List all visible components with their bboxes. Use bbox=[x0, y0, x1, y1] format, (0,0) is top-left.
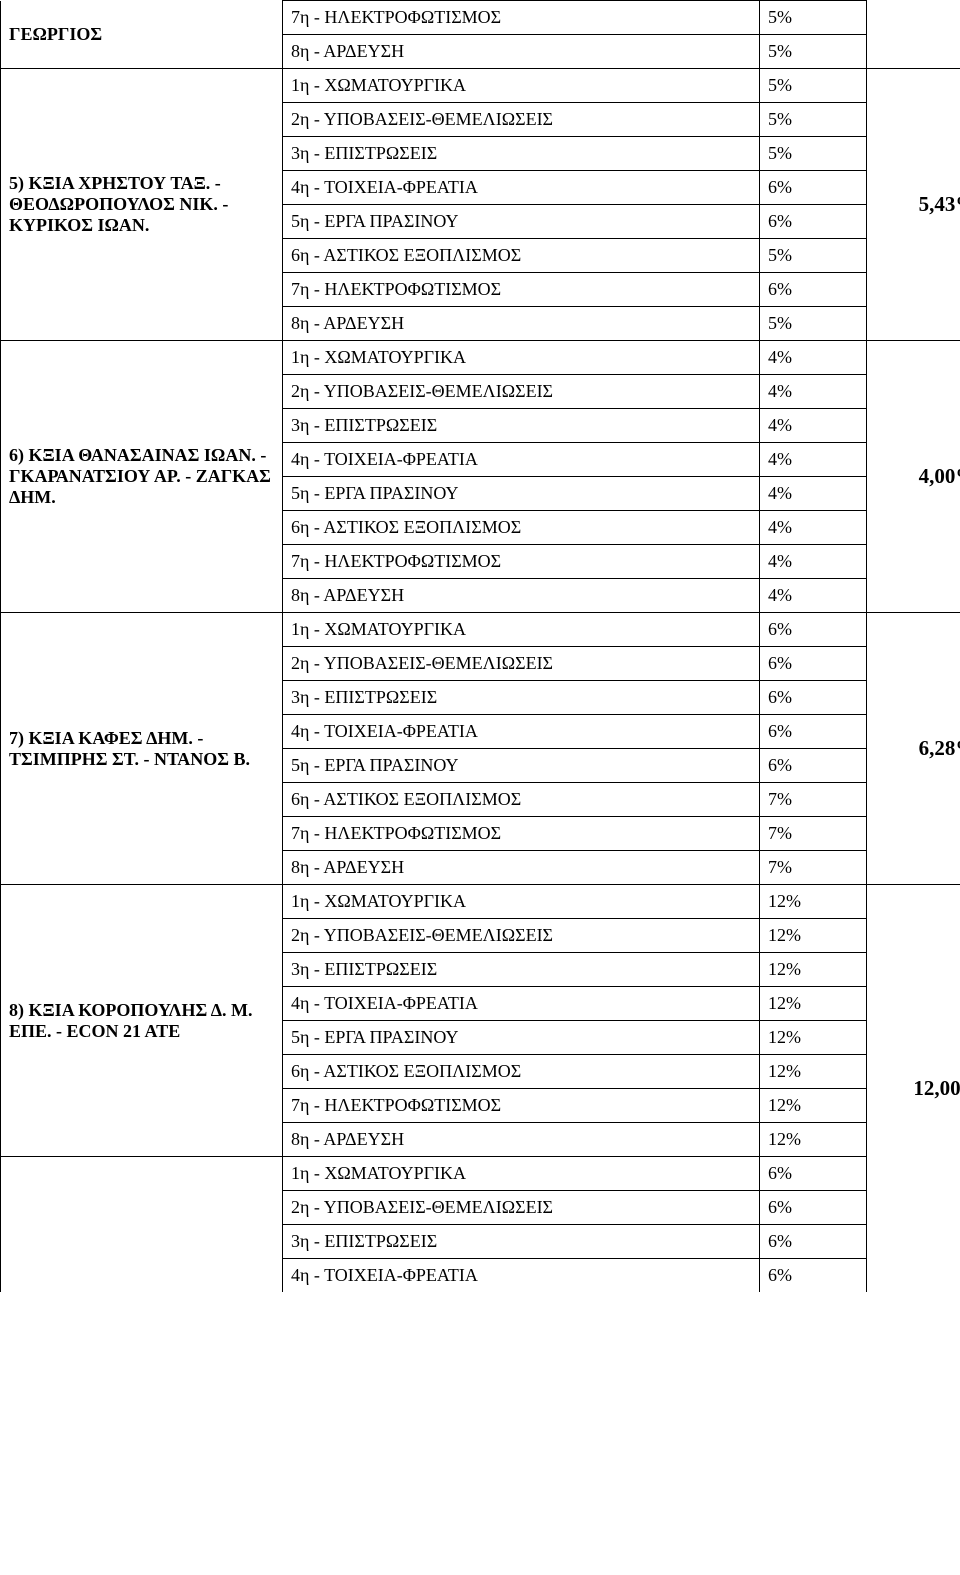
category-label: 8η - ΑΡΔΕΥΣΗ bbox=[283, 307, 760, 341]
category-label: 7η - ΗΛΕΚΤΡΟΦΩΤΙΣΜΟΣ bbox=[283, 273, 760, 307]
table-row: 7) ΚΞΙΑ ΚΑΦΕΣ ΔΗΜ. - ΤΣΙΜΠΡΗΣ ΣΤ. - ΝΤΑΝ… bbox=[1, 613, 960, 647]
pct-value: 5% bbox=[760, 35, 867, 69]
pct-value: 6% bbox=[760, 715, 867, 749]
category-label: 8η - ΑΡΔΕΥΣΗ bbox=[283, 579, 760, 613]
pct-value: 12% bbox=[760, 953, 867, 987]
category-label: 3η - ΕΠΙΣΤΡΩΣΕΙΣ bbox=[283, 137, 760, 171]
category-label: 7η - ΗΛΕΚΤΡΟΦΩΤΙΣΜΟΣ bbox=[283, 1089, 760, 1123]
pct-value: 4% bbox=[760, 579, 867, 613]
category-label: 3η - ΕΠΙΣΤΡΩΣΕΙΣ bbox=[283, 1225, 760, 1259]
pct-value: 7% bbox=[760, 851, 867, 885]
pct-value: 4% bbox=[760, 443, 867, 477]
category-label: 6η - ΑΣΤΙΚΟΣ ΕΞΟΠΛΙΣΜΟΣ bbox=[283, 239, 760, 273]
category-label: 6η - ΑΣΤΙΚΟΣ ΕΞΟΠΛΙΣΜΟΣ bbox=[283, 511, 760, 545]
total-cell: 6,28% bbox=[867, 613, 960, 885]
category-label: 8η - ΑΡΔΕΥΣΗ bbox=[283, 851, 760, 885]
pct-value: 4% bbox=[760, 511, 867, 545]
table-row: 6) ΚΞΙΑ ΘΑΝΑΣΑΙΝΑΣ ΙΩΑΝ. - ΓΚΑΡΑΝΑΤΣΙΟΥ … bbox=[1, 341, 960, 375]
category-label: 5η - ΕΡΓΑ ΠΡΑΣΙΝΟΥ bbox=[283, 749, 760, 783]
category-label: 7η - ΗΛΕΚΤΡΟΦΩΤΙΣΜΟΣ bbox=[283, 817, 760, 851]
pct-value: 12% bbox=[760, 1089, 867, 1123]
category-label: 4η - ΤΟΙΧΕΙΑ-ΦΡΕΑΤΙΑ bbox=[283, 715, 760, 749]
category-label: 8η - ΑΡΔΕΥΣΗ bbox=[283, 1123, 760, 1157]
pct-value: 6% bbox=[760, 1157, 867, 1191]
pct-value: 7% bbox=[760, 817, 867, 851]
bidder-name bbox=[1, 1157, 283, 1293]
pct-value: 4% bbox=[760, 409, 867, 443]
pct-value: 4% bbox=[760, 375, 867, 409]
total-cell bbox=[867, 1, 960, 69]
pct-value: 12% bbox=[760, 1055, 867, 1089]
pct-value: 5% bbox=[760, 69, 867, 103]
table-row: 5) ΚΞΙΑ ΧΡΗΣΤΟΥ ΤΑΞ. - ΘΕΟΔΩΡΟΠΟΥΛΟΣ ΝΙΚ… bbox=[1, 69, 960, 103]
category-label: 3η - ΕΠΙΣΤΡΩΣΕΙΣ bbox=[283, 953, 760, 987]
category-label: 4η - ΤΟΙΧΕΙΑ-ΦΡΕΑΤΙΑ bbox=[283, 443, 760, 477]
category-label: 1η - ΧΩΜΑΤΟΥΡΓΙΚΑ bbox=[283, 1157, 760, 1191]
pct-value: 5% bbox=[760, 1, 867, 35]
bidder-name: ΓΕΩΡΓΙΟΣ bbox=[1, 1, 283, 69]
bidder-name: 5) ΚΞΙΑ ΧΡΗΣΤΟΥ ΤΑΞ. - ΘΕΟΔΩΡΟΠΟΥΛΟΣ ΝΙΚ… bbox=[1, 69, 283, 341]
table-row: 8) ΚΞΙΑ ΚΟΡΟΠΟΥΛΗΣ Δ. Μ. ΕΠΕ. - ECON 21 … bbox=[1, 885, 960, 919]
pct-value: 6% bbox=[760, 647, 867, 681]
pct-value: 4% bbox=[760, 477, 867, 511]
pct-value: 5% bbox=[760, 137, 867, 171]
pct-value: 12% bbox=[760, 987, 867, 1021]
pct-value: 6% bbox=[760, 1259, 867, 1293]
category-label: 4η - ΤΟΙΧΕΙΑ-ΦΡΕΑΤΙΑ bbox=[283, 171, 760, 205]
pct-value: 6% bbox=[760, 1191, 867, 1225]
category-label: 2η - ΥΠΟΒΑΣΕΙΣ-ΘΕΜΕΛΙΩΣΕΙΣ bbox=[283, 1191, 760, 1225]
pct-value: 6% bbox=[760, 749, 867, 783]
category-label: 2η - ΥΠΟΒΑΣΕΙΣ-ΘΕΜΕΛΙΩΣΕΙΣ bbox=[283, 919, 760, 953]
pct-value: 5% bbox=[760, 307, 867, 341]
pct-value: 5% bbox=[760, 239, 867, 273]
pct-value: 5% bbox=[760, 103, 867, 137]
category-label: 2η - ΥΠΟΒΑΣΕΙΣ-ΘΕΜΕΛΙΩΣΕΙΣ bbox=[283, 103, 760, 137]
pct-value: 12% bbox=[760, 1021, 867, 1055]
category-label: 1η - ΧΩΜΑΤΟΥΡΓΙΚΑ bbox=[283, 69, 760, 103]
page-container: ΓΕΩΡΓΙΟΣ 7η - ΗΛΕΚΤΡΟΦΩΤΙΣΜΟΣ 5% 8η - ΑΡ… bbox=[0, 0, 960, 1292]
total-cell: 5,43% bbox=[867, 69, 960, 341]
category-label: 2η - ΥΠΟΒΑΣΕΙΣ-ΘΕΜΕΛΙΩΣΕΙΣ bbox=[283, 647, 760, 681]
pct-value: 12% bbox=[760, 1123, 867, 1157]
category-label: 4η - ΤΟΙΧΕΙΑ-ΦΡΕΑΤΙΑ bbox=[283, 1259, 760, 1293]
pct-value: 12% bbox=[760, 885, 867, 919]
category-label: 6η - ΑΣΤΙΚΟΣ ΕΞΟΠΛΙΣΜΟΣ bbox=[283, 1055, 760, 1089]
table-row: ΓΕΩΡΓΙΟΣ 7η - ΗΛΕΚΤΡΟΦΩΤΙΣΜΟΣ 5% bbox=[1, 1, 960, 35]
category-label: 7η - ΗΛΕΚΤΡΟΦΩΤΙΣΜΟΣ bbox=[283, 1, 760, 35]
category-label: 4η - ΤΟΙΧΕΙΑ-ΦΡΕΑΤΙΑ bbox=[283, 987, 760, 1021]
pct-value: 6% bbox=[760, 171, 867, 205]
category-label: 1η - ΧΩΜΑΤΟΥΡΓΙΚΑ bbox=[283, 885, 760, 919]
total-cell: 4,00% bbox=[867, 341, 960, 613]
category-label: 1η - ΧΩΜΑΤΟΥΡΓΙΚΑ bbox=[283, 613, 760, 647]
pct-value: 4% bbox=[760, 341, 867, 375]
category-label: 2η - ΥΠΟΒΑΣΕΙΣ-ΘΕΜΕΛΙΩΣΕΙΣ bbox=[283, 375, 760, 409]
pct-value: 6% bbox=[760, 273, 867, 307]
category-label: 5η - ΕΡΓΑ ΠΡΑΣΙΝΟΥ bbox=[283, 477, 760, 511]
category-label: 6η - ΑΣΤΙΚΟΣ ΕΞΟΠΛΙΣΜΟΣ bbox=[283, 783, 760, 817]
category-label: 7η - ΗΛΕΚΤΡΟΦΩΤΙΣΜΟΣ bbox=[283, 545, 760, 579]
category-label: 3η - ΕΠΙΣΤΡΩΣΕΙΣ bbox=[283, 409, 760, 443]
discount-table: ΓΕΩΡΓΙΟΣ 7η - ΗΛΕΚΤΡΟΦΩΤΙΣΜΟΣ 5% 8η - ΑΡ… bbox=[0, 0, 960, 1292]
pct-value: 12% bbox=[760, 919, 867, 953]
category-label: 8η - ΑΡΔΕΥΣΗ bbox=[283, 35, 760, 69]
table-row: 1η - ΧΩΜΑΤΟΥΡΓΙΚΑ 6% bbox=[1, 1157, 960, 1191]
category-label: 3η - ΕΠΙΣΤΡΩΣΕΙΣ bbox=[283, 681, 760, 715]
pct-value: 6% bbox=[760, 1225, 867, 1259]
pct-value: 6% bbox=[760, 205, 867, 239]
category-label: 5η - ΕΡΓΑ ΠΡΑΣΙΝΟΥ bbox=[283, 1021, 760, 1055]
category-label: 5η - ΕΡΓΑ ΠΡΑΣΙΝΟΥ bbox=[283, 205, 760, 239]
pct-value: 6% bbox=[760, 613, 867, 647]
pct-value: 6% bbox=[760, 681, 867, 715]
bidder-name: 6) ΚΞΙΑ ΘΑΝΑΣΑΙΝΑΣ ΙΩΑΝ. - ΓΚΑΡΑΝΑΤΣΙΟΥ … bbox=[1, 341, 283, 613]
category-label: 1η - ΧΩΜΑΤΟΥΡΓΙΚΑ bbox=[283, 341, 760, 375]
bidder-name: 7) ΚΞΙΑ ΚΑΦΕΣ ΔΗΜ. - ΤΣΙΜΠΡΗΣ ΣΤ. - ΝΤΑΝ… bbox=[1, 613, 283, 885]
pct-value: 4% bbox=[760, 545, 867, 579]
bidder-name: 8) ΚΞΙΑ ΚΟΡΟΠΟΥΛΗΣ Δ. Μ. ΕΠΕ. - ECON 21 … bbox=[1, 885, 283, 1157]
pct-value: 7% bbox=[760, 783, 867, 817]
total-cell: 12,00% bbox=[867, 885, 960, 1293]
